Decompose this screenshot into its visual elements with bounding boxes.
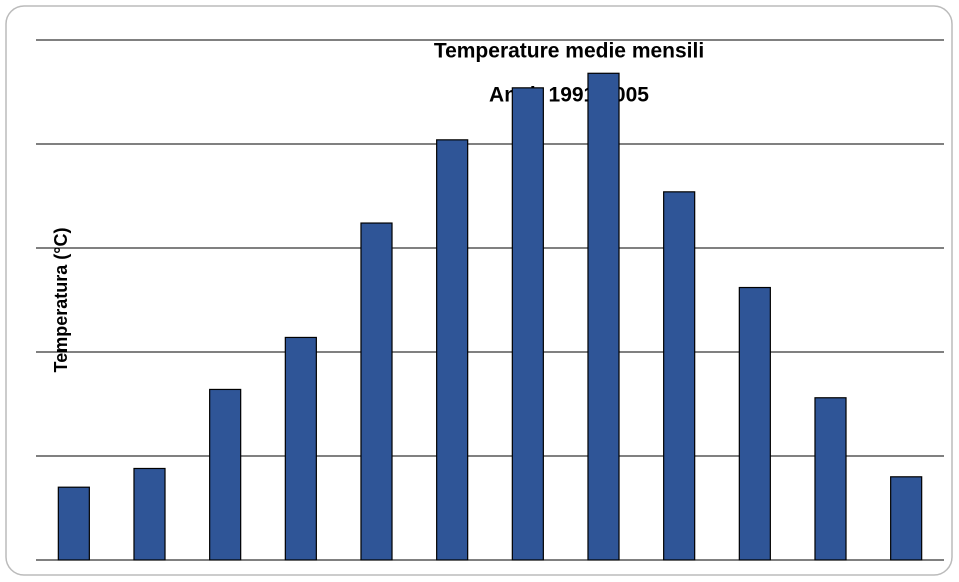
bar: [511, 87, 544, 561]
chart-frame: [5, 5, 953, 576]
bar: [57, 486, 90, 561]
bar: [436, 139, 469, 561]
bar: [209, 388, 242, 561]
bar: [360, 222, 393, 561]
y-axis-label: Temperatura (°C): [51, 228, 71, 373]
bar: [738, 286, 771, 561]
bar: [890, 476, 923, 561]
grid: [36, 39, 944, 561]
bar: [663, 191, 696, 561]
chart-title: Temperature medie mensili: [434, 40, 704, 63]
bar: [133, 467, 166, 561]
bar: [814, 397, 847, 561]
bar: [587, 72, 620, 561]
bar: [284, 336, 317, 561]
